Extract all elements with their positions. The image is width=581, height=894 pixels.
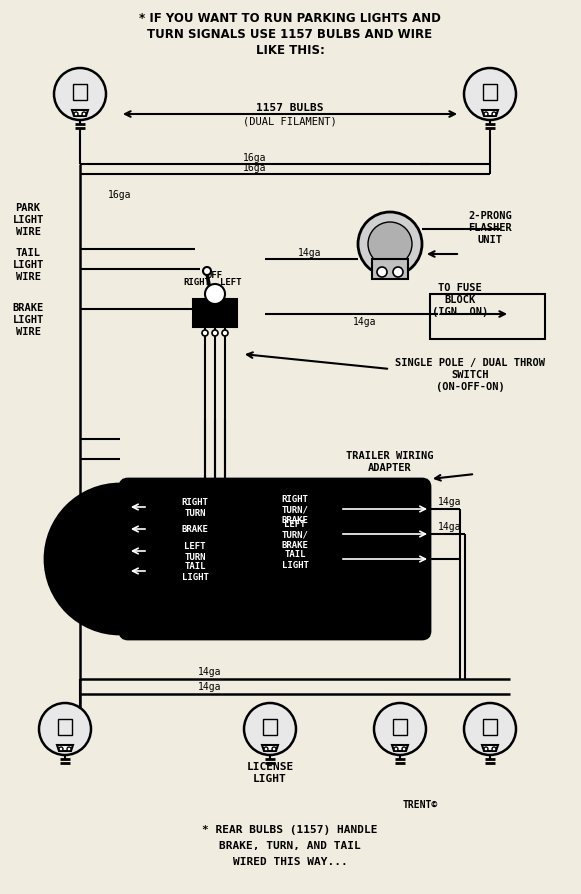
Text: BRAKE: BRAKE xyxy=(181,525,209,534)
Text: LEFT: LEFT xyxy=(220,277,242,286)
Text: PARK
LIGHT
WIRE: PARK LIGHT WIRE xyxy=(12,203,44,236)
Text: RIGHT
TURN/
BRAKE: RIGHT TURN/ BRAKE xyxy=(282,494,309,524)
Circle shape xyxy=(368,223,412,266)
Text: LEFT
TURN: LEFT TURN xyxy=(184,542,206,561)
Text: LEFT
TURN/
BRAKE: LEFT TURN/ BRAKE xyxy=(282,519,309,549)
Circle shape xyxy=(492,747,496,751)
Circle shape xyxy=(203,267,211,275)
Text: 14ga: 14ga xyxy=(298,248,322,257)
Text: LICENSE
LIGHT: LICENSE LIGHT xyxy=(246,762,293,783)
Circle shape xyxy=(74,113,78,117)
Text: TURN SIGNALS USE 1157 BULBS AND WIRE: TURN SIGNALS USE 1157 BULBS AND WIRE xyxy=(148,28,433,40)
Text: WIRED THIS WAY...: WIRED THIS WAY... xyxy=(232,856,347,866)
Text: RIGHT
TURN: RIGHT TURN xyxy=(181,498,209,517)
Polygon shape xyxy=(392,746,408,751)
Bar xyxy=(372,260,408,280)
Circle shape xyxy=(484,113,488,117)
Bar xyxy=(483,719,497,735)
Text: 16ga: 16ga xyxy=(243,153,267,163)
Text: (DUAL FILAMENT): (DUAL FILAMENT) xyxy=(243,116,337,126)
Circle shape xyxy=(67,747,71,751)
FancyBboxPatch shape xyxy=(120,479,430,639)
Circle shape xyxy=(464,69,516,121)
Bar xyxy=(58,719,72,735)
Circle shape xyxy=(377,267,387,278)
Text: 14ga: 14ga xyxy=(198,666,222,676)
Text: TRAILER WIRING
ADAPTER: TRAILER WIRING ADAPTER xyxy=(346,451,434,472)
Circle shape xyxy=(205,284,225,305)
Text: BRAKE, TURN, AND TAIL: BRAKE, TURN, AND TAIL xyxy=(219,840,361,850)
Bar xyxy=(483,85,497,101)
Text: 16ga: 16ga xyxy=(243,163,267,173)
Text: OFF: OFF xyxy=(207,270,223,279)
Polygon shape xyxy=(57,746,73,751)
Circle shape xyxy=(484,747,488,751)
Polygon shape xyxy=(482,746,498,751)
Bar xyxy=(193,299,237,327)
Circle shape xyxy=(82,113,86,117)
Circle shape xyxy=(212,331,218,337)
Text: 16ga: 16ga xyxy=(108,190,132,199)
Bar xyxy=(263,719,277,735)
Text: ON-OFF-ON: ON-OFF-ON xyxy=(191,309,239,318)
Text: 14ga: 14ga xyxy=(438,521,462,531)
Text: 14ga: 14ga xyxy=(438,496,462,506)
Circle shape xyxy=(464,704,516,755)
Circle shape xyxy=(54,69,106,121)
Text: 2-PRONG
FLASHER
UNIT: 2-PRONG FLASHER UNIT xyxy=(468,211,512,244)
Circle shape xyxy=(59,747,63,751)
Polygon shape xyxy=(72,111,88,117)
Bar xyxy=(393,719,407,735)
Circle shape xyxy=(402,747,406,751)
Text: BRAKE
LIGHT
WIRE: BRAKE LIGHT WIRE xyxy=(12,303,44,336)
Circle shape xyxy=(394,747,398,751)
Circle shape xyxy=(45,485,195,634)
Text: TRENT©: TRENT© xyxy=(403,799,437,809)
Circle shape xyxy=(264,747,268,751)
Bar xyxy=(430,295,545,340)
Circle shape xyxy=(393,267,403,278)
Text: TAIL
LIGHT
WIRE: TAIL LIGHT WIRE xyxy=(12,249,44,282)
Circle shape xyxy=(272,747,276,751)
Circle shape xyxy=(39,704,91,755)
Circle shape xyxy=(492,113,496,117)
Polygon shape xyxy=(262,746,278,751)
Text: SINGLE POLE / DUAL THROW
SWITCH
(ON-OFF-ON): SINGLE POLE / DUAL THROW SWITCH (ON-OFF-… xyxy=(395,358,545,392)
Circle shape xyxy=(244,704,296,755)
Text: TO FUSE
BLOCK
(IGN. ON): TO FUSE BLOCK (IGN. ON) xyxy=(432,283,488,316)
Text: 14ga: 14ga xyxy=(198,681,222,691)
Polygon shape xyxy=(482,111,498,117)
Bar xyxy=(73,85,87,101)
Text: * IF YOU WANT TO RUN PARKING LIGHTS AND: * IF YOU WANT TO RUN PARKING LIGHTS AND xyxy=(139,12,441,24)
Text: TAIL
LIGHT: TAIL LIGHT xyxy=(282,550,309,569)
Circle shape xyxy=(374,704,426,755)
Circle shape xyxy=(202,331,208,337)
Text: * REAR BULBS (1157) HANDLE: * REAR BULBS (1157) HANDLE xyxy=(202,824,378,834)
Text: RIGHT: RIGHT xyxy=(184,277,210,286)
Circle shape xyxy=(358,213,422,276)
Text: 14ga: 14ga xyxy=(353,316,376,326)
Text: LIKE THIS:: LIKE THIS: xyxy=(256,44,324,56)
Text: 1157 BULBS: 1157 BULBS xyxy=(256,103,324,113)
Circle shape xyxy=(222,331,228,337)
Text: TAIL
LIGHT: TAIL LIGHT xyxy=(181,561,209,581)
